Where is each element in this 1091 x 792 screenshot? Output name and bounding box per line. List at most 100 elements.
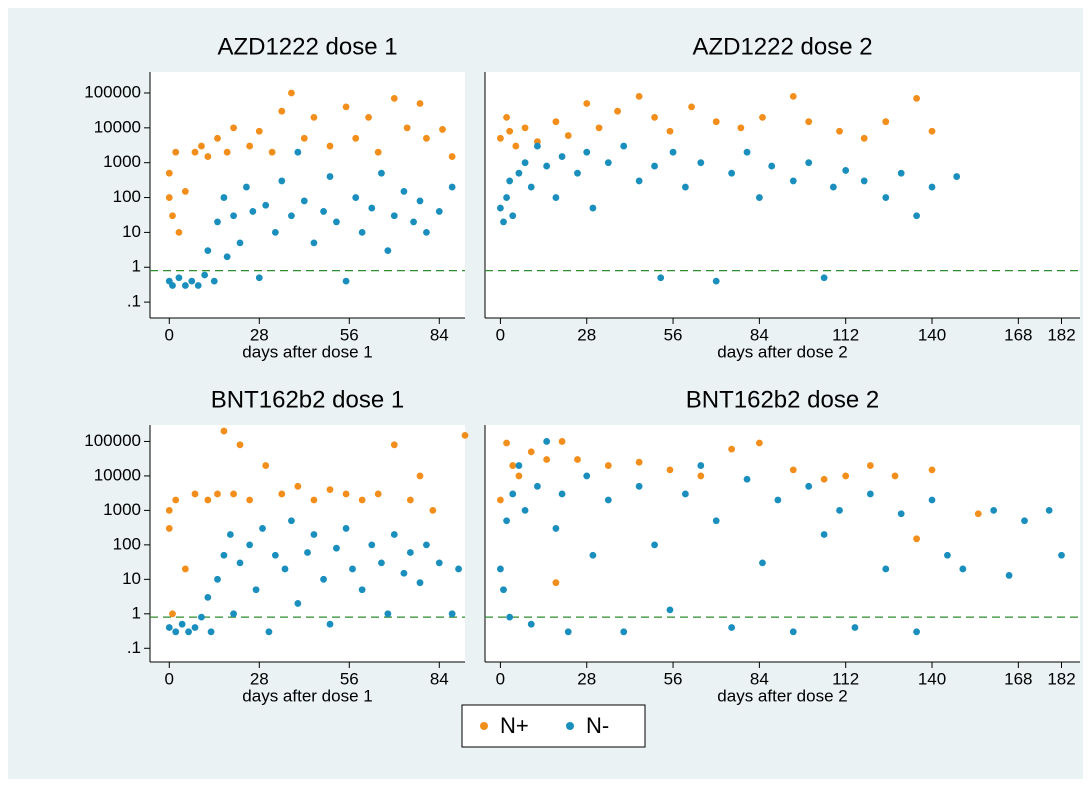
point	[390, 441, 398, 449]
point	[406, 496, 414, 504]
point	[278, 490, 286, 498]
point	[681, 490, 689, 498]
point	[435, 559, 443, 567]
point	[521, 506, 529, 514]
point	[497, 134, 504, 142]
point	[829, 183, 837, 191]
x-tick-label: 56	[664, 325, 683, 344]
point	[310, 113, 318, 121]
point	[1021, 517, 1028, 525]
y-tick-label: 1000	[103, 152, 141, 171]
point	[913, 628, 921, 636]
series-0	[165, 427, 469, 618]
point	[461, 431, 469, 439]
point	[169, 212, 176, 220]
plot-area	[485, 425, 1080, 662]
legend-box	[461, 704, 646, 748]
y-tick-label: .1	[127, 638, 141, 657]
point	[897, 169, 905, 177]
point	[416, 100, 424, 107]
x-axis-label: days after dose 1	[242, 686, 372, 705]
point	[666, 466, 674, 474]
point	[210, 277, 218, 285]
point	[406, 549, 414, 556]
point	[374, 148, 382, 156]
point	[527, 620, 535, 628]
point	[300, 197, 308, 205]
point	[842, 472, 850, 480]
point	[226, 531, 234, 538]
point	[214, 575, 221, 583]
point	[651, 162, 658, 170]
point	[506, 127, 514, 135]
point	[262, 201, 270, 209]
point	[252, 586, 260, 594]
point	[204, 593, 212, 601]
point	[378, 169, 385, 177]
plot-area	[150, 425, 465, 662]
point	[374, 490, 382, 498]
point	[789, 92, 797, 100]
point	[220, 194, 228, 201]
point	[175, 229, 183, 236]
point	[288, 517, 295, 525]
y-tick-label: 100	[113, 187, 141, 206]
point	[378, 559, 385, 567]
point	[759, 113, 766, 121]
point	[620, 142, 628, 150]
x-tick-label: 182	[1047, 325, 1075, 344]
point	[913, 94, 921, 102]
point	[558, 490, 566, 498]
x-tick-label: 0	[165, 669, 174, 688]
point	[191, 490, 199, 498]
point	[774, 496, 782, 504]
point	[455, 565, 462, 573]
point	[439, 126, 446, 133]
point	[882, 194, 890, 201]
point	[515, 169, 523, 177]
point	[712, 517, 720, 525]
point	[500, 218, 507, 226]
point	[1045, 506, 1053, 514]
point	[509, 462, 517, 469]
point	[583, 100, 591, 107]
panel-title: BNT162b2 dose 1	[211, 386, 404, 413]
point	[400, 188, 408, 195]
y-tick-label: 10000	[94, 465, 141, 484]
series-1	[497, 142, 961, 285]
point	[342, 103, 350, 111]
point	[207, 628, 215, 636]
x-tick-label: 112	[832, 325, 859, 344]
point	[259, 525, 266, 532]
point	[503, 194, 510, 201]
point	[271, 551, 279, 559]
point	[944, 551, 951, 559]
point	[860, 134, 868, 142]
point	[326, 173, 334, 180]
point	[352, 194, 360, 201]
point	[928, 183, 936, 191]
point	[165, 506, 173, 514]
point	[527, 183, 535, 191]
point	[416, 579, 424, 587]
point	[300, 134, 308, 142]
x-tick-label: 168	[1004, 669, 1032, 688]
point	[326, 486, 334, 494]
point	[246, 541, 254, 549]
point	[236, 441, 244, 449]
point	[165, 169, 173, 177]
point	[423, 134, 430, 142]
point	[278, 107, 286, 115]
point	[635, 92, 643, 100]
point	[697, 462, 705, 469]
point	[688, 103, 695, 111]
point	[820, 531, 828, 538]
point	[928, 496, 936, 504]
point	[198, 142, 205, 150]
point	[194, 282, 202, 289]
point	[534, 482, 541, 490]
point	[255, 274, 263, 282]
point	[503, 517, 510, 525]
point	[759, 559, 766, 567]
point	[368, 204, 376, 212]
